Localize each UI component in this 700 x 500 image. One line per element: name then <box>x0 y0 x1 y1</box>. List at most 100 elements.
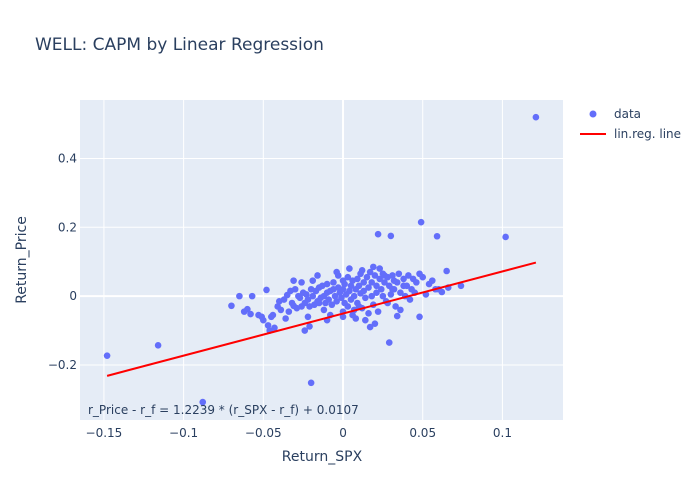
data-point[interactable] <box>433 232 441 240</box>
data-point[interactable] <box>264 322 272 329</box>
data-point[interactable] <box>323 280 331 288</box>
data-point[interactable] <box>400 282 407 290</box>
data-point[interactable] <box>328 301 336 309</box>
data-point[interactable] <box>341 280 348 288</box>
data-point[interactable] <box>389 272 396 279</box>
data-point[interactable] <box>355 282 363 290</box>
data-point[interactable] <box>301 327 309 334</box>
data-point[interactable] <box>365 310 372 317</box>
data-point[interactable] <box>154 342 162 349</box>
data-point[interactable] <box>387 232 395 240</box>
data-point[interactable] <box>392 303 399 310</box>
data-point[interactable] <box>309 292 317 300</box>
legend-item-lin-reg-line[interactable]: lin.reg. line <box>580 127 681 141</box>
data-point[interactable] <box>103 352 111 359</box>
data-point[interactable] <box>400 275 407 283</box>
data-point[interactable] <box>390 277 398 284</box>
data-point[interactable] <box>304 296 312 303</box>
legend-item-data[interactable]: data <box>589 107 642 121</box>
data-point[interactable] <box>338 294 345 302</box>
data-point[interactable] <box>387 291 395 298</box>
data-point[interactable] <box>304 313 312 321</box>
data-point[interactable] <box>325 296 332 303</box>
data-point[interactable] <box>379 292 387 300</box>
data-point[interactable] <box>371 320 379 327</box>
data-point[interactable] <box>381 279 388 286</box>
data-point[interactable] <box>296 294 304 302</box>
data-point[interactable] <box>397 289 404 296</box>
data-point[interactable] <box>371 272 379 279</box>
data-point[interactable] <box>358 267 366 274</box>
data-point[interactable] <box>377 285 385 293</box>
data-point[interactable] <box>370 263 377 271</box>
data-point[interactable] <box>333 268 340 276</box>
data-point[interactable] <box>385 339 393 346</box>
data-point[interactable] <box>344 303 352 310</box>
data-point[interactable] <box>285 308 293 315</box>
data-point[interactable] <box>344 273 352 281</box>
data-point[interactable] <box>362 294 369 302</box>
data-point[interactable] <box>339 313 347 321</box>
data-point[interactable] <box>298 279 305 286</box>
data-point[interactable] <box>330 279 337 286</box>
data-point[interactable] <box>248 292 256 300</box>
data-point[interactable] <box>363 273 371 281</box>
data-point[interactable] <box>373 289 380 296</box>
data-point[interactable] <box>406 296 414 303</box>
data-point[interactable] <box>417 218 425 226</box>
data-point[interactable] <box>339 285 347 293</box>
data-point[interactable] <box>428 277 436 284</box>
data-point[interactable] <box>350 292 358 300</box>
data-point[interactable] <box>347 282 355 290</box>
data-point[interactable] <box>263 286 270 294</box>
data-point[interactable] <box>389 285 396 293</box>
data-point[interactable] <box>260 316 267 324</box>
data-point[interactable] <box>381 272 388 279</box>
data-point[interactable] <box>366 323 374 331</box>
data-point[interactable] <box>395 270 403 278</box>
data-point[interactable] <box>269 311 277 319</box>
data-point[interactable] <box>236 292 243 300</box>
data-point[interactable] <box>365 284 372 291</box>
data-point[interactable] <box>331 292 339 300</box>
data-point[interactable] <box>287 287 294 295</box>
data-point[interactable] <box>419 273 427 281</box>
data-point[interactable] <box>346 265 353 272</box>
data-point[interactable] <box>362 316 369 324</box>
data-point[interactable] <box>333 297 340 305</box>
data-point[interactable] <box>374 308 382 315</box>
data-point[interactable] <box>309 277 317 284</box>
data-point[interactable] <box>457 282 465 290</box>
data-point[interactable] <box>346 287 353 295</box>
data-point[interactable] <box>314 272 321 279</box>
data-point[interactable] <box>271 324 278 332</box>
data-point[interactable] <box>416 313 423 321</box>
data-point[interactable] <box>373 282 380 290</box>
data-point[interactable] <box>366 268 374 276</box>
data-point[interactable] <box>315 299 323 307</box>
data-point[interactable] <box>277 306 285 314</box>
data-point[interactable] <box>374 230 382 238</box>
data-point[interactable] <box>413 279 420 286</box>
data-point[interactable] <box>443 267 450 275</box>
data-point[interactable] <box>354 275 361 283</box>
data-point[interactable] <box>368 279 376 286</box>
data-point[interactable] <box>228 302 235 310</box>
data-point[interactable] <box>307 379 315 387</box>
data-point[interactable] <box>405 272 412 279</box>
data-point[interactable] <box>199 398 207 406</box>
data-point[interactable] <box>240 308 248 315</box>
data-point[interactable] <box>502 233 509 241</box>
data-point[interactable] <box>368 292 376 300</box>
data-point[interactable] <box>360 279 368 286</box>
data-point[interactable] <box>360 287 368 295</box>
data-point[interactable] <box>532 113 540 121</box>
data-point[interactable] <box>290 277 297 284</box>
data-point[interactable] <box>397 306 404 314</box>
data-point[interactable] <box>282 315 289 322</box>
data-point[interactable] <box>376 275 383 283</box>
data-point[interactable] <box>320 306 328 314</box>
data-point[interactable] <box>393 312 401 320</box>
data-point[interactable] <box>376 265 383 272</box>
data-point[interactable] <box>303 291 310 298</box>
